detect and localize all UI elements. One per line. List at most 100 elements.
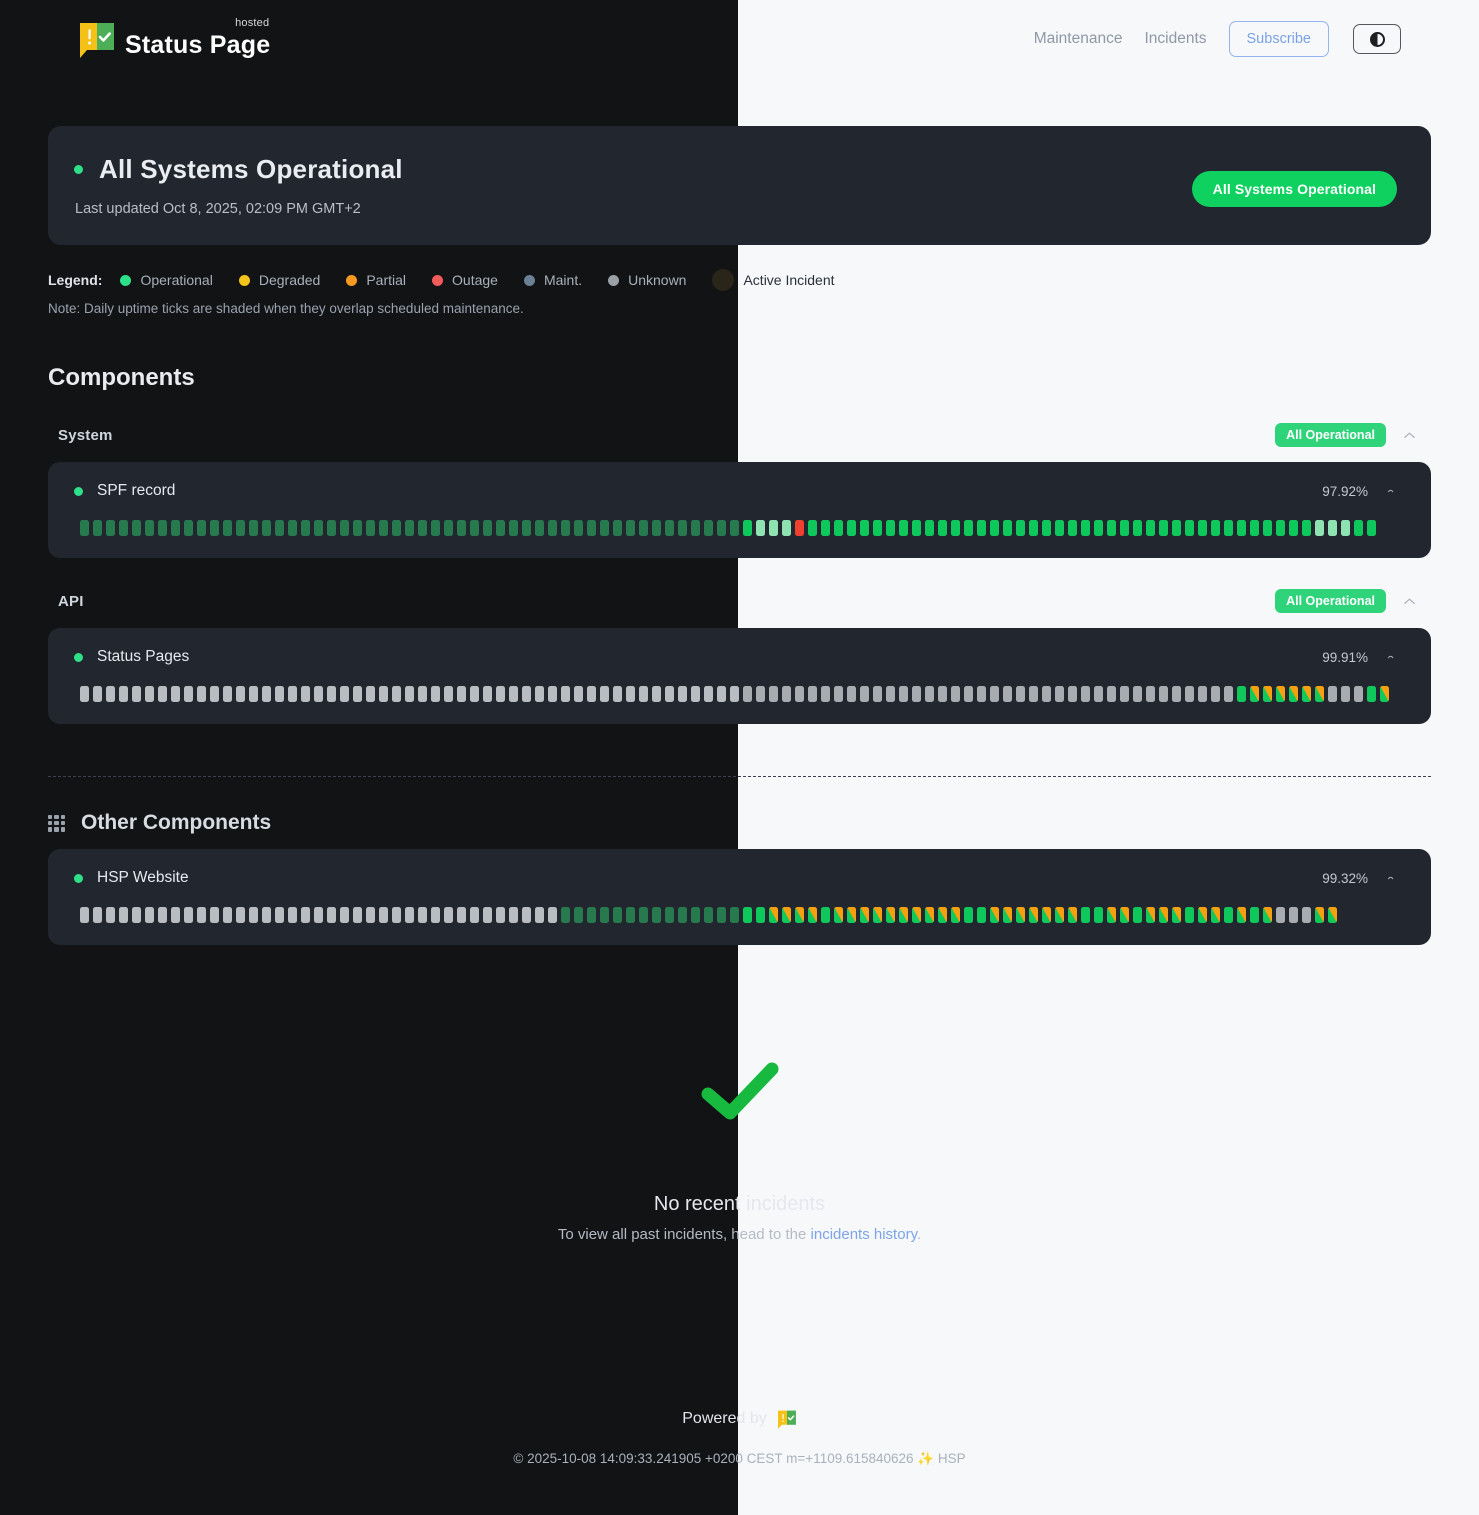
uptime-tick[interactable]	[821, 686, 830, 702]
uptime-tick[interactable]	[275, 520, 284, 536]
group-header[interactable]: System All Operational	[48, 420, 1431, 450]
uptime-tick[interactable]	[1263, 686, 1272, 702]
uptime-tick[interactable]	[535, 686, 544, 702]
uptime-tick[interactable]	[1250, 520, 1259, 536]
uptime-tick[interactable]	[730, 520, 739, 536]
uptime-tick[interactable]	[80, 686, 89, 702]
uptime-tick[interactable]	[1068, 907, 1077, 923]
uptime-tick[interactable]	[665, 686, 674, 702]
uptime-tick[interactable]	[1315, 520, 1324, 536]
uptime-tick[interactable]	[145, 907, 154, 923]
uptime-tick[interactable]	[314, 520, 323, 536]
uptime-tick[interactable]	[1055, 907, 1064, 923]
uptime-tick[interactable]	[470, 907, 479, 923]
uptime-tick[interactable]	[899, 907, 908, 923]
uptime-tick[interactable]	[691, 907, 700, 923]
uptime-tick[interactable]	[340, 520, 349, 536]
chevron-icon[interactable]	[1386, 484, 1401, 499]
uptime-tick[interactable]	[93, 520, 102, 536]
uptime-tick[interactable]	[301, 907, 310, 923]
uptime-tick[interactable]	[1159, 520, 1168, 536]
uptime-tick[interactable]	[366, 686, 375, 702]
uptime-tick[interactable]	[1029, 686, 1038, 702]
uptime-tick[interactable]	[834, 520, 843, 536]
uptime-tick[interactable]	[262, 520, 271, 536]
uptime-tick[interactable]	[873, 907, 882, 923]
uptime-tick[interactable]	[106, 686, 115, 702]
uptime-tick[interactable]	[652, 686, 661, 702]
uptime-tick[interactable]	[249, 520, 258, 536]
uptime-tick[interactable]	[1081, 686, 1090, 702]
uptime-tick[interactable]	[678, 907, 687, 923]
uptime-tick[interactable]	[1224, 686, 1233, 702]
uptime-tick[interactable]	[1003, 520, 1012, 536]
uptime-tick-strip-spf[interactable]	[48, 520, 1431, 536]
uptime-tick[interactable]	[223, 686, 232, 702]
uptime-tick[interactable]	[418, 520, 427, 536]
uptime-tick[interactable]	[93, 686, 102, 702]
uptime-tick[interactable]	[1159, 686, 1168, 702]
uptime-tick[interactable]	[1016, 520, 1025, 536]
uptime-tick[interactable]	[938, 520, 947, 536]
uptime-tick[interactable]	[574, 686, 583, 702]
uptime-tick[interactable]	[392, 520, 401, 536]
uptime-tick[interactable]	[691, 686, 700, 702]
uptime-tick[interactable]	[249, 686, 258, 702]
uptime-tick[interactable]	[210, 520, 219, 536]
uptime-tick[interactable]	[119, 520, 128, 536]
brand-logo[interactable]: Status Page hosted	[78, 17, 270, 58]
chevron-up-icon[interactable]	[1402, 428, 1417, 443]
uptime-tick-strip-hsp-website[interactable]	[48, 907, 1431, 923]
uptime-tick[interactable]	[392, 907, 401, 923]
uptime-tick[interactable]	[847, 907, 856, 923]
uptime-tick[interactable]	[1224, 520, 1233, 536]
uptime-tick[interactable]	[847, 520, 856, 536]
uptime-tick[interactable]	[1198, 907, 1207, 923]
uptime-tick[interactable]	[470, 686, 479, 702]
uptime-tick[interactable]	[236, 907, 245, 923]
uptime-tick[interactable]	[457, 686, 466, 702]
uptime-tick[interactable]	[665, 520, 674, 536]
uptime-tick[interactable]	[990, 686, 999, 702]
uptime-tick[interactable]	[1081, 520, 1090, 536]
uptime-tick[interactable]	[223, 907, 232, 923]
uptime-tick[interactable]	[1081, 907, 1090, 923]
uptime-tick[interactable]	[678, 686, 687, 702]
uptime-tick[interactable]	[93, 907, 102, 923]
uptime-tick[interactable]	[158, 907, 167, 923]
uptime-tick[interactable]	[1276, 520, 1285, 536]
uptime-tick[interactable]	[587, 907, 596, 923]
uptime-tick[interactable]	[834, 907, 843, 923]
uptime-tick[interactable]	[899, 520, 908, 536]
uptime-tick[interactable]	[366, 520, 375, 536]
uptime-tick[interactable]	[1198, 686, 1207, 702]
uptime-tick[interactable]	[1133, 907, 1142, 923]
uptime-tick[interactable]	[964, 686, 973, 702]
uptime-tick[interactable]	[1055, 686, 1064, 702]
uptime-tick[interactable]	[483, 907, 492, 923]
uptime-tick[interactable]	[769, 686, 778, 702]
uptime-tick[interactable]	[236, 686, 245, 702]
uptime-tick[interactable]	[288, 686, 297, 702]
uptime-tick[interactable]	[509, 686, 518, 702]
uptime-tick[interactable]	[665, 907, 674, 923]
uptime-tick[interactable]	[210, 907, 219, 923]
uptime-tick[interactable]	[444, 907, 453, 923]
uptime-tick[interactable]	[379, 686, 388, 702]
uptime-tick[interactable]	[1341, 520, 1350, 536]
uptime-tick[interactable]	[158, 520, 167, 536]
uptime-tick[interactable]	[574, 520, 583, 536]
nav-incidents[interactable]: Incidents	[1144, 30, 1207, 47]
uptime-tick[interactable]	[1029, 907, 1038, 923]
uptime-tick[interactable]	[249, 907, 258, 923]
uptime-tick[interactable]	[1042, 686, 1051, 702]
uptime-tick[interactable]	[418, 907, 427, 923]
uptime-tick[interactable]	[704, 686, 713, 702]
uptime-tick[interactable]	[1016, 686, 1025, 702]
uptime-tick[interactable]	[392, 686, 401, 702]
uptime-tick[interactable]	[1341, 686, 1350, 702]
uptime-tick[interactable]	[613, 686, 622, 702]
uptime-tick[interactable]	[1289, 907, 1298, 923]
uptime-tick[interactable]	[1133, 686, 1142, 702]
uptime-tick[interactable]	[860, 520, 869, 536]
